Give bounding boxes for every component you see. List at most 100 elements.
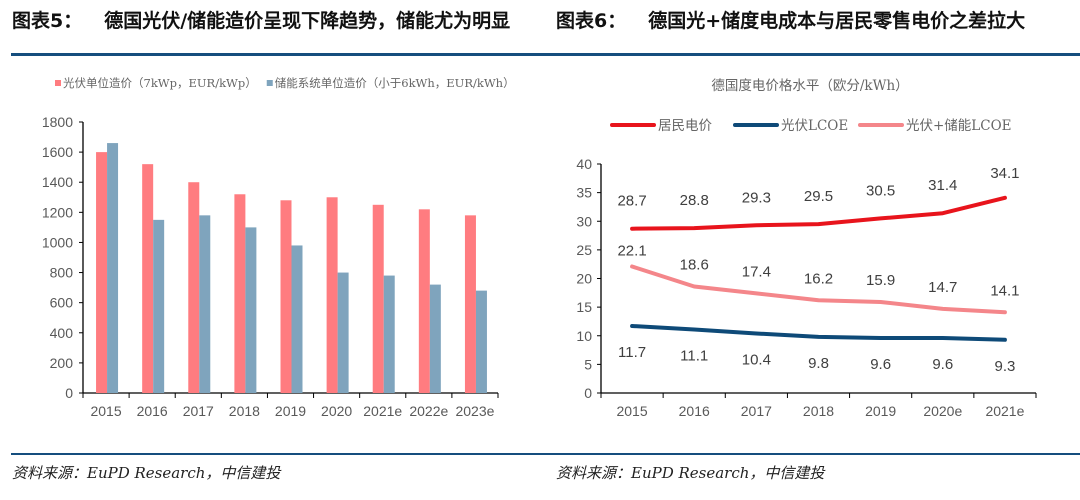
line-chart-legend: 居民电价 光伏LCOE 光伏+储能LCOE [610, 118, 1012, 134]
data-label: 34.1 [990, 165, 1019, 182]
data-label: 9.3 [994, 358, 1015, 375]
data-label: 30.5 [866, 182, 895, 199]
x-tick-label: 2017 [183, 403, 214, 419]
bar-storage-cost [107, 143, 119, 393]
x-tick-label: 2015 [616, 403, 647, 419]
right-title-rule [540, 53, 1080, 56]
y-tick-label: 600 [50, 295, 74, 311]
bar-chart-legend: 光伏单位造价（7kWp，EUR/kWp） 储能系统单位造价（小于6kWh，EUR/… [55, 76, 515, 90]
x-tick-label: 2021e [985, 403, 1024, 419]
x-tick-label: 2016 [679, 403, 710, 419]
y-tick-label: 30 [576, 213, 592, 229]
line-pv-lcoe [630, 324, 1007, 342]
bar-pv-cost [188, 182, 200, 393]
right-figure-title: 图表6： 德国光+储度电成本与居民零售电价之差拉大 [556, 6, 1025, 33]
data-label: 18.6 [680, 257, 709, 274]
bar-pv-cost [280, 200, 292, 393]
x-tick-label: 2020e [923, 403, 962, 419]
right-figure-number: 图表6： [556, 10, 627, 32]
y-tick-label: 1200 [42, 204, 73, 220]
bar-chart-y-labels: 0 200 400 600 800 1000 1200 1400 1600 1800 [42, 114, 73, 401]
data-label: 9.6 [932, 356, 953, 373]
bar-pv-cost [464, 215, 476, 393]
bar-storage-cost [153, 219, 165, 393]
y-tick-label: 1400 [42, 174, 73, 190]
right-source-note: 资料来源：EuPD Research，中信建投 [556, 464, 825, 482]
bar-storage-cost [199, 215, 211, 393]
x-tick-label: 2017 [741, 403, 772, 419]
bar-storage-cost [383, 275, 395, 393]
y-tick-label: 1000 [42, 234, 73, 250]
data-label: 29.3 [742, 189, 771, 206]
data-label: 14.7 [928, 279, 957, 296]
bar-storage-cost [337, 272, 349, 393]
data-label: 22.1 [617, 242, 646, 259]
bar-storage-cost [291, 245, 303, 393]
left-figure-panel: 图表5： 德国光伏/储能造价呈现下降趋势，储能尤为明显 光伏单位造价（7kWp，E… [0, 0, 540, 490]
y-tick-label: 20 [576, 271, 592, 287]
data-label: 11.7 [618, 344, 646, 361]
legend-swatch-1 [266, 80, 273, 86]
y-tick-label: 1600 [42, 144, 73, 160]
data-label: 16.2 [804, 270, 833, 287]
line-pv-storage-lcoe [630, 264, 1007, 315]
x-tick-label: 2019 [275, 403, 306, 419]
line-chart-data-labels: 28.7 28.8 29.3 29.5 30.5 31.4 34.1 11.7 11.1 10.4… [617, 165, 1019, 375]
line-chart-x-labels: 2015 2016 2017 2018 2019 2020e 2021e [616, 403, 1024, 419]
line-chart-title-group: 德国度电价格水平（欧分/kWh） [711, 78, 908, 94]
x-tick-label: 2021e [363, 403, 402, 419]
x-tick-label: 2020 [321, 403, 352, 419]
y-tick-label: 1800 [42, 114, 73, 130]
line-chart: 德国度电价格水平（欧分/kWh） 居民电价 光伏LCOE 光伏+储能LCOE 28.… [576, 78, 1037, 419]
bar-pv-cost [372, 204, 384, 393]
legend-label-0: 居民电价 [658, 118, 712, 134]
right-figure-title-text: 德国光+储度电成本与居民零售电价之差拉大 [648, 10, 1026, 32]
data-label: 9.6 [870, 356, 891, 373]
bar-chart-x-labels: 2015 2016 2017 2018 2019 2020 2021e 2022e 2023e [90, 403, 494, 419]
y-tick-label: 800 [50, 265, 74, 281]
x-tick-label: 2022e [409, 403, 448, 419]
legend-swatch-0 [55, 80, 61, 86]
legend-label-0: 光伏单位造价（7kWp，EUR/kWp） [63, 76, 257, 90]
data-label: 14.1 [990, 282, 1019, 299]
data-label: 31.4 [928, 177, 957, 194]
data-label: 28.7 [617, 193, 646, 210]
bar-pv-cost [326, 197, 338, 393]
legend-label-2: 光伏+储能LCOE [906, 118, 1012, 134]
legend-label-1: 储能系统单位造价（小于6kWh，EUR/kWh） [275, 76, 515, 90]
data-label: 10.4 [742, 351, 771, 368]
x-tick-label: 2018 [229, 403, 260, 419]
left-title-rule [11, 53, 540, 56]
data-label: 11.1 [680, 347, 708, 364]
y-tick-label: 25 [576, 242, 592, 258]
x-tick-label: 2019 [865, 403, 896, 419]
bar-pv-cost [418, 209, 430, 393]
left-figure-title-text: 德国光伏/储能造价呈现下降趋势，储能尤为明显 [104, 10, 511, 32]
y-tick-label: 5 [584, 356, 592, 372]
data-label: 17.4 [742, 263, 771, 280]
y-tick-label: 0 [65, 385, 73, 401]
bar-chart: 光伏单位造价（7kWp，EUR/kWp） 储能系统单位造价（小于6kWh，EUR/… [42, 76, 515, 419]
data-label: 15.9 [866, 272, 895, 289]
line-chart-y-labels: 0 5 10 15 20 25 30 35 40 [576, 156, 592, 401]
line-chart-series [630, 195, 1007, 342]
x-tick-label: 2023e [455, 403, 494, 419]
y-tick-label: 35 [576, 185, 592, 201]
y-tick-label: 15 [576, 299, 592, 315]
bar-storage-cost [429, 284, 441, 393]
left-source-note: 资料来源：EuPD Research，中信建投 [12, 464, 281, 482]
bar-storage-cost [475, 290, 487, 393]
line-residential-price [630, 195, 1007, 231]
right-figure-panel: 图表6： 德国光+储度电成本与居民零售电价之差拉大 德国度电价格水平（欧分/kWh… [540, 0, 1080, 490]
bar-pv-cost [142, 164, 154, 393]
left-figure-number: 图表5： [12, 10, 83, 32]
right-source-rule [540, 453, 1080, 455]
x-tick-label: 2015 [90, 403, 121, 419]
y-tick-label: 40 [576, 156, 592, 172]
y-tick-label: 0 [584, 385, 592, 401]
legend-label-1: 光伏LCOE [781, 118, 848, 134]
bar-pv-cost [96, 152, 108, 393]
bar-pv-cost [234, 194, 246, 393]
x-tick-label: 2016 [137, 403, 168, 419]
y-tick-label: 10 [576, 328, 592, 344]
